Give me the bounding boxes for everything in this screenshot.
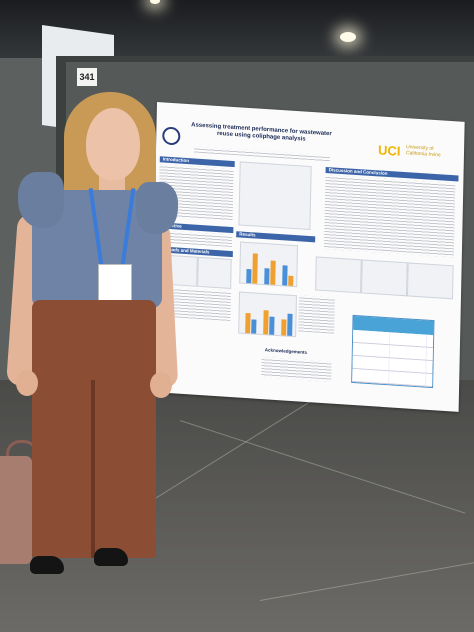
- bar: [282, 265, 288, 286]
- person-left-hand: [16, 370, 38, 396]
- acknowledgements-text: [261, 357, 332, 382]
- person-right-hand: [150, 372, 172, 398]
- bar: [245, 312, 251, 334]
- discussion-text: [323, 174, 456, 258]
- uci-logo: UCI: [377, 142, 401, 159]
- pants-leg-divider: [91, 380, 95, 558]
- results-bar-chart: [239, 241, 299, 288]
- research-poster: Assessing treatment performance for wast…: [150, 102, 465, 412]
- results-bar-chart: [238, 291, 297, 338]
- bar: [269, 316, 275, 335]
- results-table: [351, 314, 435, 389]
- handbag: [0, 456, 32, 564]
- section-results: Results: [236, 231, 316, 243]
- bar: [263, 310, 269, 335]
- ceiling-light: [150, 0, 160, 4]
- university-seal-logo: [162, 126, 181, 146]
- bar: [270, 260, 276, 285]
- bar: [288, 275, 294, 287]
- bar: [281, 319, 287, 336]
- density-plot: [406, 262, 454, 300]
- person-right-shoe: [94, 548, 128, 566]
- methods-figure: [197, 256, 232, 289]
- person-face: [86, 108, 140, 180]
- person-sleeve-ruffle: [18, 172, 64, 228]
- bar: [252, 253, 258, 284]
- bar: [287, 313, 293, 336]
- ceiling-light: [340, 32, 356, 42]
- workflow-diagram: [238, 161, 312, 231]
- booth-number-label: 341: [77, 68, 97, 86]
- uci-logo-subtitle: University of California Irvine: [405, 144, 441, 159]
- density-plot: [315, 256, 362, 294]
- person-left-shoe: [30, 556, 64, 574]
- poster-title: Assessing treatment performance for wast…: [191, 122, 332, 143]
- bar: [246, 268, 252, 284]
- bar: [251, 319, 257, 334]
- bar: [264, 268, 270, 285]
- results-caption: [298, 295, 335, 334]
- section-acknowledgements: Acknowledgements: [261, 347, 325, 358]
- person-sleeve-ruffle: [136, 182, 178, 234]
- density-plot: [361, 259, 408, 297]
